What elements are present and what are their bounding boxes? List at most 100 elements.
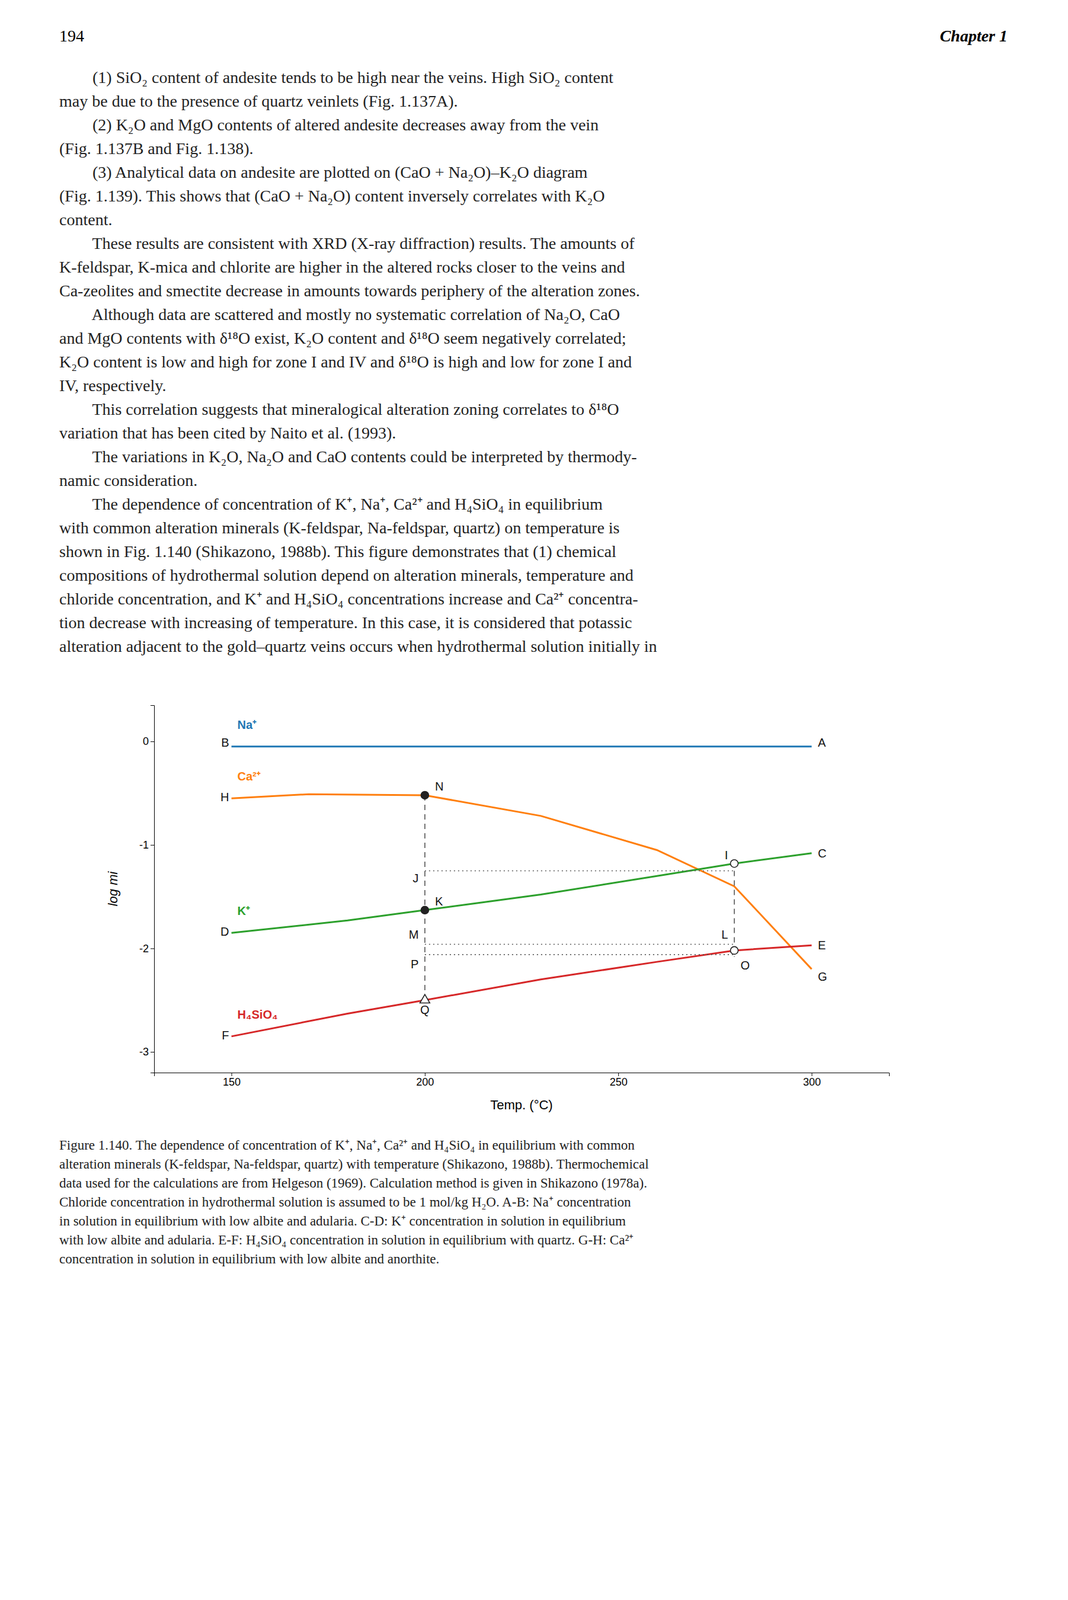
body-line: These results are consistent with XRD (X… bbox=[59, 234, 635, 253]
body-line: (1) SiO₂ content of andesite tends to be… bbox=[59, 68, 614, 87]
caption-line: concentration in solution in equilibrium… bbox=[59, 1251, 440, 1267]
body-line: (Fig. 1.137B and Fig. 1.138). bbox=[59, 139, 254, 158]
guide-line bbox=[424, 795, 426, 1001]
tick: 150 bbox=[222, 1072, 241, 1089]
tick-label: 250 bbox=[609, 1076, 628, 1089]
series-line bbox=[231, 853, 812, 933]
y-axis: 0 -1 -2 -3 bbox=[139, 705, 155, 1074]
page-number: 194 bbox=[59, 26, 85, 46]
caption-line: data used for the calculations are from … bbox=[59, 1175, 648, 1191]
annotation: B bbox=[221, 736, 229, 750]
tick-label: -2 bbox=[139, 942, 149, 955]
tick-label: 0 bbox=[142, 735, 149, 748]
annotation: P bbox=[410, 957, 419, 971]
annotation: L bbox=[721, 928, 728, 942]
body-text: (1) SiO₂ content of andesite tends to be… bbox=[59, 68, 658, 656]
caption-line: with low albite and adularia. E-F: H₄SiO… bbox=[59, 1232, 634, 1248]
body-line: and MgO contents with δ¹⁸O exist, K₂O co… bbox=[59, 328, 627, 348]
annotation: K bbox=[435, 894, 444, 908]
guide-line bbox=[424, 870, 735, 872]
body-line: (3) Analytical data on andesite are plot… bbox=[59, 162, 588, 182]
tick: 200 bbox=[416, 1072, 434, 1089]
series-line bbox=[231, 745, 812, 748]
body-line: variation that has been cited by Naito e… bbox=[59, 423, 396, 443]
tick-label: 300 bbox=[803, 1076, 821, 1089]
caption-line: Figure 1.140. The dependence of concentr… bbox=[59, 1137, 635, 1153]
tick-mark bbox=[150, 845, 155, 846]
plot-area bbox=[231, 746, 812, 1037]
annotation: F bbox=[221, 1028, 229, 1042]
annotation: I bbox=[724, 848, 729, 862]
guide-line bbox=[733, 870, 735, 957]
marker bbox=[420, 906, 429, 914]
tick: -2 bbox=[139, 942, 155, 955]
axis-line bbox=[154, 1073, 890, 1077]
body-line: chloride concentration, and K⁺ and H₄SiO… bbox=[59, 589, 639, 609]
tick-mark bbox=[150, 1051, 155, 1053]
series-label: K⁺ bbox=[237, 904, 251, 918]
plot-labels: Na⁺ Ca²⁺ K⁺ H₄SiO₄ B A H N G D K J I C F Q E M L P O bbox=[220, 718, 827, 1042]
tick-label: 200 bbox=[416, 1076, 434, 1089]
tick: -1 bbox=[139, 839, 155, 852]
caption: Figure 1.140. The dependence of concentr… bbox=[59, 1137, 649, 1267]
guide-line bbox=[424, 954, 735, 956]
x-axis-title: Temp. (°C) bbox=[490, 1097, 553, 1113]
y-axis-title: log mi bbox=[105, 871, 121, 907]
body-line: tion decrease with increasing of tempera… bbox=[59, 613, 632, 632]
marker bbox=[420, 994, 431, 1003]
guide-line bbox=[424, 944, 735, 946]
tick: 300 bbox=[803, 1072, 821, 1089]
body-line: IV, respectively. bbox=[59, 376, 166, 395]
body-line: content. bbox=[59, 210, 113, 229]
body-line: K-feldspar, K-mica and chlorite are high… bbox=[59, 257, 625, 277]
tick: 250 bbox=[609, 1072, 628, 1089]
annotation: Q bbox=[420, 1003, 430, 1017]
page: 194 Chapter 1 (1) SiO₂ content of andesit… bbox=[0, 0, 1068, 1600]
body-line: compositions of hydrothermal solution de… bbox=[59, 566, 634, 585]
series-label: H₄SiO₄ bbox=[237, 1008, 278, 1022]
body-line: Ca-zeolites and smectite decrease in amo… bbox=[59, 281, 641, 300]
series-line bbox=[231, 794, 812, 970]
body-line: K₂O content is low and high for zone I a… bbox=[59, 352, 632, 372]
series-line bbox=[231, 945, 812, 1037]
tick-mark bbox=[150, 948, 155, 949]
body-line: The variations in K₂O, Na₂O and CaO cont… bbox=[59, 447, 638, 466]
body-line: shown in Fig. 1.140 (Shikazono, 1988b). … bbox=[59, 542, 617, 561]
annotation: M bbox=[408, 928, 420, 942]
x-axis: 150 200 250 300 bbox=[154, 1072, 890, 1089]
body-line: Although data are scattered and mostly n… bbox=[59, 305, 620, 324]
body-line: (Fig. 1.139). This shows that (CaO + Na₂… bbox=[59, 186, 606, 206]
body-line: namic consideration. bbox=[59, 471, 198, 490]
marker bbox=[730, 859, 738, 868]
marker bbox=[730, 946, 738, 955]
body-line: alteration adjacent to the gold–quartz v… bbox=[59, 637, 658, 656]
tick-label: 150 bbox=[222, 1076, 241, 1089]
chart: 150 200 250 300 0 -1 -2 -3 Temp. (°C) log mi Na⁺ Ca… bbox=[105, 705, 890, 1114]
annotation: G bbox=[817, 970, 828, 984]
annotation: J bbox=[412, 871, 419, 885]
tick: 0 bbox=[142, 735, 155, 748]
body-line: may be due to the presence of quartz vei… bbox=[59, 91, 459, 111]
series-label: Ca²⁺ bbox=[237, 769, 261, 783]
tick: -3 bbox=[139, 1046, 155, 1058]
annotation: E bbox=[817, 938, 826, 952]
body-line: with common alteration minerals (K-felds… bbox=[59, 518, 620, 537]
annotation: O bbox=[740, 958, 750, 972]
body-line: (2) K₂O and MgO contents of altered ande… bbox=[59, 115, 599, 134]
annotation: A bbox=[817, 736, 827, 750]
annotation: C bbox=[817, 846, 827, 860]
body-line: The dependence of concentration of K⁺, N… bbox=[59, 494, 603, 514]
body-line: This correlation suggests that mineralog… bbox=[59, 400, 619, 419]
tick-label: -3 bbox=[139, 1046, 149, 1058]
caption-line: alteration minerals (K-feldspar, Na-feld… bbox=[59, 1156, 649, 1172]
marker bbox=[420, 791, 429, 799]
chapter-title: Chapter 1 bbox=[939, 26, 1008, 46]
annotation: D bbox=[220, 925, 229, 939]
tick-label: -1 bbox=[139, 839, 149, 852]
annotation: N bbox=[435, 779, 444, 793]
annotation: H bbox=[220, 790, 229, 804]
series-label: Na⁺ bbox=[237, 718, 258, 732]
caption-line: in solution in equilibrium with low albi… bbox=[59, 1213, 626, 1229]
caption-line: Chloride concentration in hydrothermal s… bbox=[59, 1194, 632, 1210]
tick-mark bbox=[150, 741, 155, 743]
